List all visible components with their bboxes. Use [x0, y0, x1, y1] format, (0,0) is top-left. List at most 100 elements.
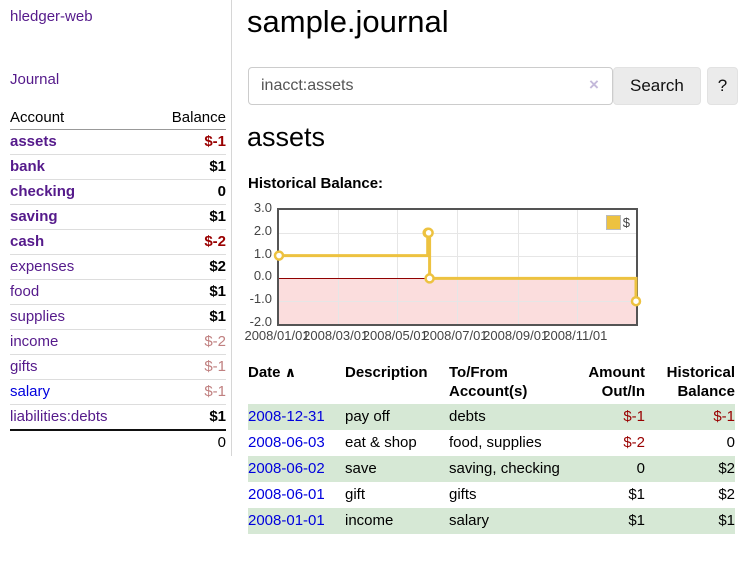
chart-gridline: [517, 210, 519, 324]
account-balance: $1: [148, 154, 226, 180]
chart-series-line: [279, 231, 638, 302]
transaction-accounts: salary: [449, 512, 490, 529]
account-balance: $-1: [148, 379, 226, 405]
chart-point-marker: [424, 273, 435, 284]
account-row: cash $-2: [10, 229, 226, 255]
account-heading: assets: [247, 122, 326, 152]
balance-chart: $ 3.0 2.0 1.0 0.0 -1.0 -2.0 2008/01/01 2008/03…: [240, 200, 644, 348]
transaction-accounts: food, supplies: [449, 434, 542, 451]
account-balance: $1: [148, 404, 226, 431]
transaction-accounts: saving, checking: [449, 460, 560, 477]
chart-x-tick-label: 2008/11/01: [543, 328, 608, 343]
transaction-date-link[interactable]: 2008-12-31: [248, 408, 325, 425]
transaction-date-link[interactable]: 2008-06-01: [248, 486, 325, 503]
account-balance: 0: [148, 179, 226, 205]
account-balance: $-1: [148, 129, 226, 155]
chart-gridline: [577, 210, 579, 324]
accounts-total-value: 0: [148, 429, 226, 455]
transaction-description: pay off: [345, 408, 390, 425]
chart-point-marker: [273, 250, 285, 261]
account-row: saving $1: [10, 204, 226, 230]
legend-swatch-icon: [605, 215, 621, 230]
transaction-accounts: gifts: [449, 486, 477, 503]
page-title: sample.journal: [247, 4, 449, 39]
chart-x-tick-label: 2008/03/01: [303, 328, 369, 343]
balance-column-header: Balance: [148, 106, 226, 130]
chart-title: Historical Balance:: [248, 175, 384, 192]
account-link-food[interactable]: food: [10, 283, 40, 300]
legend-label: $: [622, 215, 630, 230]
account-balance: $-2: [148, 229, 226, 255]
account-column-header: Account: [10, 106, 149, 130]
search-button[interactable]: Search: [613, 67, 701, 105]
help-button[interactable]: ?: [707, 67, 738, 105]
chart-point-marker: [423, 227, 434, 239]
app-brand-link[interactable]: hledger-web: [10, 8, 93, 25]
account-link-supplies[interactable]: supplies: [10, 308, 66, 325]
account-balance: $1: [148, 204, 226, 230]
account-row: food $1: [10, 279, 226, 305]
account-link-checking[interactable]: checking: [10, 183, 76, 200]
chart-y-tick-label: 2.0: [253, 222, 272, 238]
account-row: liabilities:debts $1: [10, 404, 226, 431]
account-balance: $-2: [148, 329, 226, 355]
register-header-date[interactable]: Date ∧: [248, 364, 297, 381]
transaction-row: 2008-01-01 income salary $1 $1: [248, 508, 735, 534]
account-row: expenses $2: [10, 254, 226, 280]
account-row: checking 0: [10, 179, 226, 205]
account-link-assets[interactable]: assets: [10, 133, 57, 150]
clear-search-icon[interactable]: ×: [589, 75, 599, 94]
register-table: Date ∧ Description To/From Account(s) Am…: [248, 360, 735, 534]
chart-plot[interactable]: $: [273, 208, 642, 326]
account-link-salary[interactable]: salary: [10, 383, 51, 400]
sidebar-divider: [231, 0, 232, 456]
chart-y-tick-label: -2.0: [249, 314, 272, 329]
account-balance: $1: [148, 279, 226, 305]
transaction-amount: $-2: [623, 434, 645, 451]
account-link-gifts[interactable]: gifts: [10, 358, 38, 375]
account-link-liabilities-debts[interactable]: liabilities:debts: [10, 408, 108, 425]
chart-legend: $: [603, 214, 632, 231]
chart-point-marker: [630, 295, 642, 307]
transaction-date-link[interactable]: 2008-01-01: [248, 512, 325, 529]
search-input[interactable]: [248, 67, 613, 105]
register-header-balance: Historical Balance: [666, 364, 735, 400]
transaction-balance: $-1: [713, 408, 735, 425]
transaction-date-link[interactable]: 2008-06-03: [248, 434, 325, 451]
transaction-description: gift: [345, 486, 366, 503]
transaction-description: eat & shop: [345, 434, 417, 451]
account-row: salary $-1: [10, 379, 226, 405]
register-header-description: Description: [345, 364, 428, 381]
chart-y-tick-label: 3.0: [253, 200, 272, 215]
register-header-accounts: To/From Account(s): [449, 364, 528, 400]
sort-ascending-icon: ∧: [284, 364, 297, 380]
account-row: bank $1: [10, 154, 226, 180]
transaction-date-link[interactable]: 2008-06-02: [248, 460, 325, 477]
account-link-cash[interactable]: cash: [10, 233, 45, 250]
sidebar-item-journal[interactable]: Journal: [10, 71, 60, 88]
chart-gridline: [457, 210, 458, 324]
account-link-income[interactable]: income: [10, 333, 59, 350]
transaction-description: save: [345, 460, 377, 477]
transaction-amount: 0: [636, 460, 645, 477]
account-balance: $1: [148, 304, 226, 330]
chart-x-tick-label: 2008/01/01: [244, 328, 310, 343]
transaction-balance: $1: [718, 512, 735, 529]
accounts-table: Account Balance assets $-1 bank $1 check…: [10, 106, 226, 455]
transaction-balance: $2: [718, 460, 735, 477]
accounts-table-header: Account Balance: [10, 106, 226, 130]
chart-y-tick-label: 0.0: [253, 268, 272, 284]
transaction-balance: $2: [718, 486, 735, 503]
account-link-expenses[interactable]: expenses: [10, 258, 75, 275]
transaction-amount: $-1: [623, 408, 645, 425]
transaction-accounts: debts: [449, 408, 486, 425]
register-header-row: Date ∧ Description To/From Account(s) Am…: [248, 360, 735, 404]
account-link-saving[interactable]: saving: [10, 208, 58, 225]
account-link-bank[interactable]: bank: [10, 158, 46, 175]
accounts-total-row: 0: [10, 429, 226, 455]
account-balance: $2: [148, 254, 226, 280]
transaction-row: 2008-06-01 gift gifts $1 $2: [248, 482, 735, 508]
account-row: supplies $1: [10, 304, 226, 330]
chart-series-layer: [273, 227, 642, 307]
